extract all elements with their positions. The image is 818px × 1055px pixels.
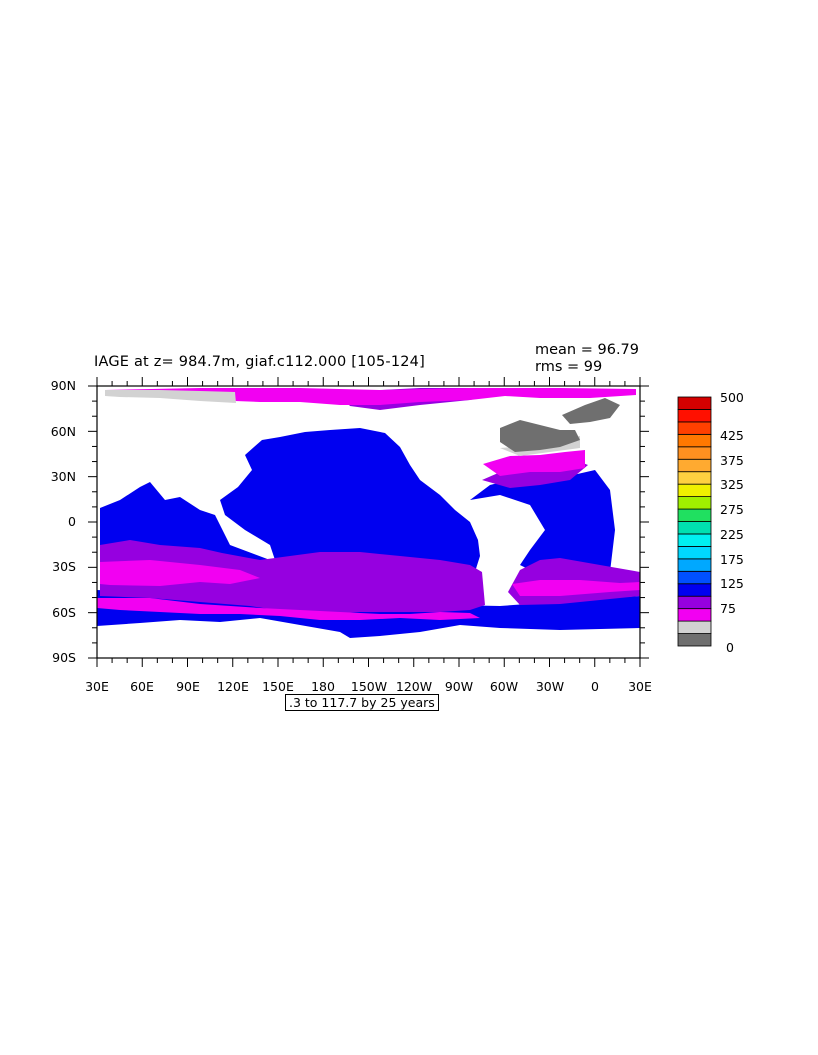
ocean-field xyxy=(97,388,640,638)
colorbar-label: 425 xyxy=(720,428,744,443)
colorbar-swatch xyxy=(677,533,712,547)
lon-label-60w: 60W xyxy=(489,679,519,694)
magenta-arctic xyxy=(105,388,636,405)
lat-label-30n: 30N xyxy=(50,469,76,484)
colorbar-swatch xyxy=(677,583,712,597)
axis-ticks xyxy=(88,377,649,667)
colorbar-swatch xyxy=(677,409,712,423)
colorbar-swatch xyxy=(677,433,712,448)
colorbar-swatch xyxy=(677,558,712,572)
lon-label-0: 0 xyxy=(591,679,599,694)
colorbar-label: 175 xyxy=(720,552,744,567)
mean-value: mean = 96.79 xyxy=(535,342,639,358)
lat-label-90n: 90N xyxy=(50,378,76,393)
lat-label-60s: 60S xyxy=(52,605,76,620)
purple-band-south xyxy=(100,540,485,614)
colorbar-swatch xyxy=(677,421,712,435)
colorbar-label: 225 xyxy=(720,527,744,542)
colorbar-swatch xyxy=(677,570,712,585)
colorbar-label: 125 xyxy=(720,576,744,591)
lat-label-60n: 60N xyxy=(50,424,76,439)
colorbar-label: 75 xyxy=(720,601,736,616)
colorbar-label: 375 xyxy=(720,453,744,468)
magenta-band-indian xyxy=(100,560,260,586)
magenta-band-southern xyxy=(97,598,480,620)
atlantic-ocean xyxy=(470,470,615,575)
lon-label-90e: 90E xyxy=(176,679,200,694)
colorbar-swatch xyxy=(677,483,712,497)
colorbar-swatch xyxy=(677,458,712,473)
lon-label-150e: 150E xyxy=(262,679,294,694)
colorbar-swatch xyxy=(677,446,712,460)
lon-label-30e: 30E xyxy=(85,679,109,694)
colorbar-swatch xyxy=(677,595,712,610)
darkgray-nordic xyxy=(562,398,620,424)
colorbar-swatch xyxy=(677,471,712,485)
map-title: IAGE at z= 984.7m, giaf.c112.000 [105-12… xyxy=(94,354,425,370)
lon-label-60e: 60E xyxy=(130,679,154,694)
colorbar xyxy=(677,396,712,647)
colorbar-swatch xyxy=(677,396,712,410)
lon-label-180: 180 xyxy=(311,679,335,694)
lon-label-90w: 90W xyxy=(444,679,474,694)
colorbar-swatch xyxy=(677,508,712,522)
lon-label-120w: 120W xyxy=(395,679,433,694)
colorbar-label: 275 xyxy=(720,502,744,517)
lon-label-150w: 150W xyxy=(350,679,388,694)
colorbar-swatch xyxy=(677,608,712,622)
colorbar-swatch xyxy=(677,496,712,510)
colorbar-label: 500 xyxy=(720,390,744,405)
lightgray-arctic xyxy=(105,390,236,403)
colorbar-label: 325 xyxy=(720,477,744,492)
colorbar-swatch xyxy=(677,633,712,647)
magenta-south-atlantic xyxy=(512,580,640,596)
lon-label-30w: 30W xyxy=(535,679,565,694)
contour-interval-note: .3 to 117.7 by 25 years xyxy=(285,694,439,711)
colorbar-swatch xyxy=(677,546,712,560)
lon-label-30e-east: 30E xyxy=(628,679,652,694)
lat-label-90s: 90S xyxy=(52,650,76,665)
colorbar-label: 0 xyxy=(726,640,734,655)
lon-label-120e: 120E xyxy=(217,679,249,694)
magenta-north-atlantic xyxy=(483,450,585,476)
colorbar-swatch xyxy=(677,521,712,535)
darkgray-labrador xyxy=(500,420,580,452)
colorbar-swatch xyxy=(677,620,712,634)
lat-label-0: 0 xyxy=(68,514,76,529)
lat-label-30s: 30S xyxy=(52,559,76,574)
rms-value: rms = 99 xyxy=(535,359,603,375)
